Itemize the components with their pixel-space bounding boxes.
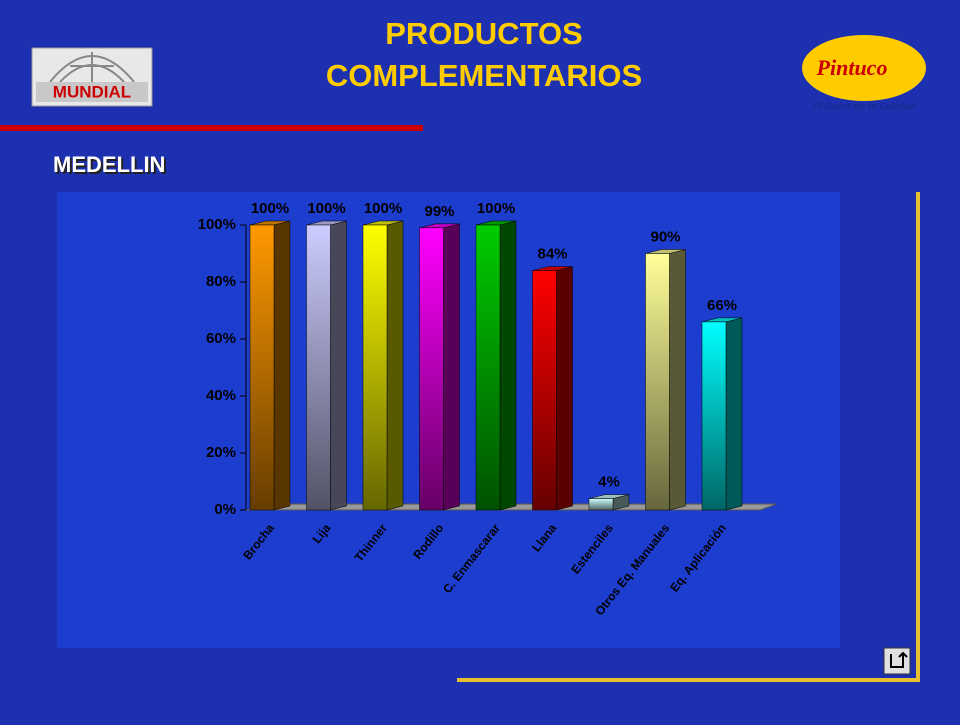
title-line: COMPLEMENTARIOS xyxy=(326,58,642,93)
value-label: 84% xyxy=(537,246,567,263)
tagline: El Color de la Calidad xyxy=(813,102,917,113)
bar xyxy=(532,266,573,511)
y-tick-label: 20% xyxy=(206,444,236,461)
bar xyxy=(588,494,630,511)
value-label: 4% xyxy=(598,474,620,491)
gold-rule xyxy=(457,678,920,682)
bar xyxy=(701,317,743,511)
bar xyxy=(306,220,347,511)
bar-front xyxy=(645,253,670,511)
bar xyxy=(419,223,460,511)
bar-side xyxy=(330,220,347,511)
y-tick-label: 40% xyxy=(206,387,236,404)
bar-front xyxy=(532,270,557,511)
bar-front xyxy=(362,224,388,511)
value-label: 66% xyxy=(707,297,737,314)
logo-globe xyxy=(49,52,135,83)
y-tick-label: 0% xyxy=(214,501,236,518)
value-label: 90% xyxy=(650,228,680,245)
value-label: 99% xyxy=(424,203,454,220)
bar-side xyxy=(443,223,460,511)
bar-side xyxy=(556,266,573,511)
value-label: 100% xyxy=(477,200,515,217)
red-rule xyxy=(0,125,423,131)
bar xyxy=(475,220,517,511)
value-label: 100% xyxy=(251,200,289,217)
bar-side xyxy=(499,220,517,511)
gold-rule xyxy=(916,192,920,682)
logo-band xyxy=(36,82,148,102)
section-title: MEDELLIN xyxy=(53,152,165,177)
title-line: PRODUCTOS xyxy=(385,16,583,51)
bar-front xyxy=(419,227,444,511)
return-button[interactable] xyxy=(883,647,911,675)
bar-front xyxy=(475,224,501,511)
logo-ellipse xyxy=(802,35,926,101)
y-tick-label: 100% xyxy=(198,216,236,233)
y-tick-label: 80% xyxy=(206,273,236,290)
bar-side xyxy=(386,220,404,511)
return-icon xyxy=(890,651,908,668)
bar-side xyxy=(273,220,291,511)
section-shadow: MEDELLIN xyxy=(55,154,167,179)
logo-text: Pintuco xyxy=(816,55,888,80)
bar xyxy=(249,220,291,511)
bar-front xyxy=(306,224,331,511)
bar-side xyxy=(669,249,686,511)
bar-front xyxy=(588,498,614,511)
bar-front xyxy=(249,224,275,511)
bar xyxy=(362,220,404,511)
bar-side xyxy=(725,317,743,511)
logo-text: MUNDIAL xyxy=(53,82,131,101)
value-label: 100% xyxy=(364,200,402,217)
bar xyxy=(645,249,686,511)
bar-front xyxy=(701,321,727,511)
value-label: 100% xyxy=(307,200,345,217)
y-tick-label: 60% xyxy=(206,330,236,347)
